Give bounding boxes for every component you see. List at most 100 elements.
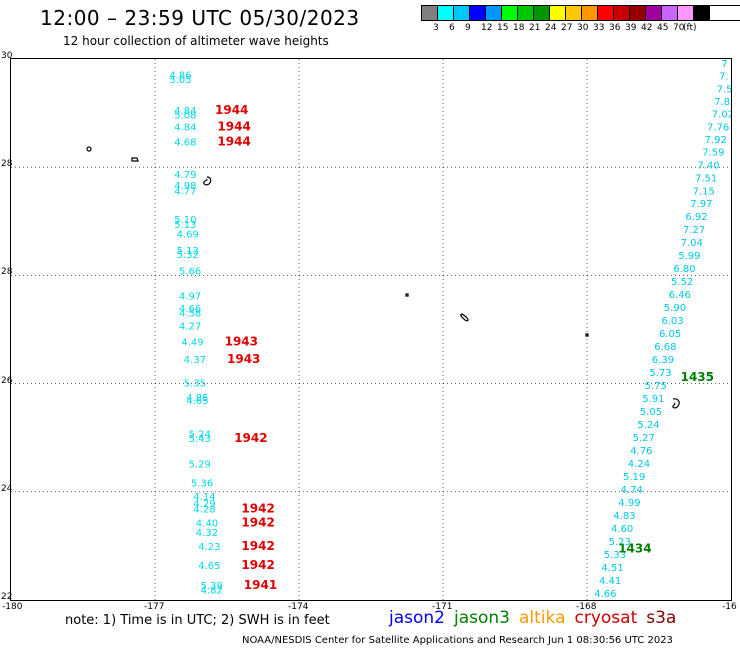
- swh-value-label: 5.24: [637, 420, 659, 431]
- swh-value-label: 7.92: [705, 135, 727, 146]
- legend-label: 33: [593, 23, 605, 33]
- legend-label: 42: [641, 23, 653, 33]
- color-scale-legend: 3 6 9 12 15 18 21 24 27 30 33 36 39 42 45 70 (ft): [421, 5, 740, 35]
- longitude-tick-label: -171: [432, 602, 453, 612]
- satellite-legend-item: jason3: [454, 608, 510, 628]
- swh-value-label: 5.08: [174, 111, 196, 122]
- legend-label: 30: [577, 23, 589, 33]
- legend-swatch: [454, 6, 470, 20]
- swh-value-label: 7.: [719, 72, 729, 83]
- swh-value-label: 6.05: [659, 329, 681, 340]
- swh-value-label: 7.15: [693, 186, 715, 197]
- swh-value-label: 7.04: [681, 238, 703, 249]
- latitude-tick-label: 22: [1, 592, 13, 602]
- swh-value-label: 6.92: [685, 212, 707, 223]
- footer-credit: NOAA/NESDIS Center for Satellite Applica…: [242, 635, 673, 646]
- legend-label: 3: [433, 23, 439, 33]
- swh-value-label: 4.65: [198, 561, 220, 572]
- legend-swatch: [598, 6, 614, 20]
- map-canvas: 4.865.054.845.084.844.684.794.984.775.10…: [11, 59, 731, 600]
- swh-value-label: 5.24: [189, 430, 211, 441]
- swh-value-label: 5.19: [623, 472, 645, 483]
- legend-swatch: [614, 6, 630, 20]
- satellite-legend: jason2 jason3 altika cryosat s3a: [389, 608, 685, 628]
- swh-value-label: 4.76: [630, 446, 652, 457]
- swh-value-label: 4.66: [594, 589, 616, 600]
- legend-label: 36: [609, 23, 621, 33]
- island-outline: [86, 146, 92, 152]
- swh-value-label: 4.74: [621, 485, 643, 496]
- satellite-legend-item: cryosat: [574, 608, 638, 628]
- latitude-tick-label: 26: [1, 375, 13, 386]
- swh-value-label: 5.73: [649, 368, 671, 379]
- island-outline: [460, 313, 469, 322]
- swh-value-label: 6.03: [661, 316, 683, 327]
- swh-value-label: 4.99: [618, 498, 640, 509]
- legend-swatch: [438, 6, 454, 20]
- swh-value-label: 7.59: [702, 147, 724, 158]
- island-outline: [405, 293, 409, 297]
- legend-swatch: [486, 6, 502, 20]
- swh-value-label: 5.99: [678, 251, 700, 262]
- swh-value-label: 4.85: [186, 393, 208, 404]
- swh-value-label: 5.29: [189, 459, 211, 470]
- pass-time-label: 1435: [681, 370, 714, 384]
- swh-value-label: 5.33: [604, 550, 626, 561]
- swh-value-label: 4.37: [184, 355, 206, 366]
- legend-label: 24: [545, 23, 557, 33]
- swh-value-label: 4.41: [599, 576, 621, 587]
- island-outline: [203, 176, 212, 186]
- legend-label: 45: [657, 23, 669, 33]
- swh-value-label: 4.60: [611, 524, 633, 535]
- latitude-tick-label: 28: [1, 159, 13, 170]
- swh-value-label: 5.90: [664, 303, 686, 314]
- swh-value-label: 5.91: [642, 394, 664, 405]
- swh-value-label: 4.84: [174, 122, 196, 133]
- pass-time-label: 1942: [234, 431, 267, 445]
- swh-value-label: 4.14: [193, 492, 215, 503]
- pass-time-label: 1942: [241, 539, 274, 553]
- swh-value-label: 7.51: [695, 173, 717, 184]
- island-outline: [585, 333, 589, 337]
- swh-value-label: 4.69: [177, 230, 199, 241]
- longitude-tick-label: -174: [288, 602, 309, 612]
- swh-value-label: 5.36: [191, 478, 213, 489]
- swh-value-label: 4.82: [201, 586, 223, 597]
- swh-value-label: 5.35: [184, 378, 206, 389]
- color-scale-labels: 3 6 9 12 15 18 21 24 27 30 33 36 39 42 45 70 (ft): [421, 21, 740, 35]
- swh-value-label: 4.83: [613, 511, 635, 522]
- swh-value-label: 4.28: [193, 504, 215, 515]
- swh-value-label: 4.32: [196, 528, 218, 539]
- satellite-legend-item: jason2: [389, 608, 445, 628]
- swh-value-label: 4.86: [169, 70, 191, 81]
- swh-value-label: 5.13: [177, 246, 199, 257]
- legend-label: 12: [481, 23, 493, 33]
- legend-swatch: [518, 6, 534, 20]
- longitude-tick-label: -177: [144, 602, 165, 612]
- swh-value-label: 7.02: [712, 109, 731, 120]
- legend-swatch: [550, 6, 566, 20]
- longitude-tick-label: -180: [2, 602, 23, 612]
- pass-time-label: 1941: [244, 578, 277, 592]
- legend-swatch: [630, 6, 646, 20]
- pass-time-label: 1943: [225, 335, 258, 349]
- swh-value-label: 5.10: [174, 215, 196, 226]
- legend-swatch: [502, 6, 518, 20]
- legend-swatch: [422, 6, 438, 20]
- pass-time-label: 1943: [227, 352, 260, 366]
- swh-value-label: 4.77: [174, 186, 196, 197]
- swh-value-label: 5.43: [189, 434, 211, 445]
- longitude-tick-label: -16: [722, 602, 737, 612]
- pass-time-label: 1942: [241, 558, 274, 572]
- swh-value-label: 4.97: [179, 292, 201, 303]
- swh-value-label: 4.27: [179, 322, 201, 333]
- pass-time-label: 1944: [217, 119, 250, 133]
- chart-title: 12:00 – 23:59 UTC 05/30/2023: [40, 6, 360, 30]
- swh-value-label: 5.39: [201, 581, 223, 592]
- legend-swatch: [678, 6, 694, 20]
- swh-value-label: 5.52: [671, 277, 693, 288]
- satellite-legend-item: altika: [519, 608, 566, 628]
- swh-value-label: 4.66: [179, 304, 201, 315]
- island-outline: [672, 398, 680, 409]
- color-scale-bar: [421, 5, 740, 21]
